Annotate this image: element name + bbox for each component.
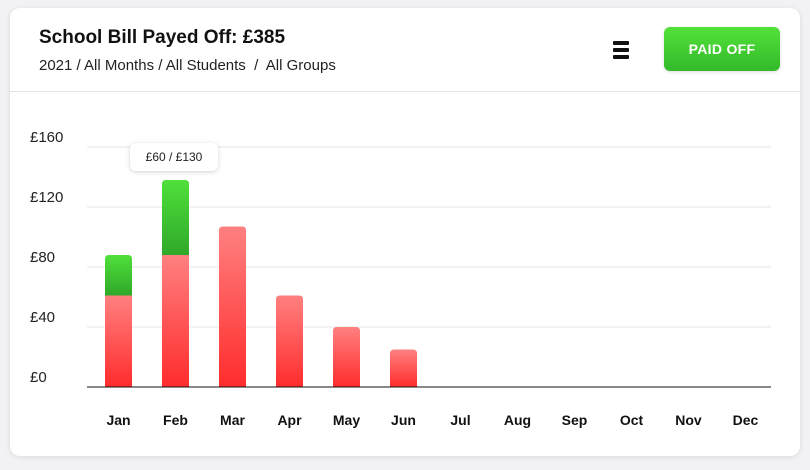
x-tick-label: Sep <box>562 412 588 428</box>
y-tick-label: £120 <box>30 189 63 206</box>
bar-chart: £0 £40 £80 £120 £160 Jan Feb Mar Apr May Jun Jul Aug… <box>30 129 771 428</box>
x-tick-label: Feb <box>163 412 188 428</box>
bar-unpaid <box>162 255 189 387</box>
x-tick-label: Jun <box>391 412 416 428</box>
x-tick-label: Jul <box>450 412 470 428</box>
paid-off-button[interactable]: PAID OFF <box>664 27 780 71</box>
y-tick-label: £80 <box>30 249 55 266</box>
x-tick-label: Apr <box>277 412 302 428</box>
y-tick-label: £0 <box>30 369 47 386</box>
y-tick-label: £160 <box>30 129 63 146</box>
bar-unpaid <box>333 327 360 387</box>
bar-tooltip: £60 / £130 <box>130 143 218 171</box>
bar-paid <box>105 255 132 296</box>
page-title: School Bill Payed Off: £385 <box>39 27 286 48</box>
x-tick-label: Mar <box>220 412 245 428</box>
bar-unpaid <box>276 295 303 387</box>
x-tick-label: Nov <box>675 412 702 428</box>
x-tick-label: Dec <box>733 412 759 428</box>
hamburger-menu-icon[interactable] <box>613 41 629 59</box>
x-tick-label: May <box>333 412 360 428</box>
bill-card: School Bill Payed Off: £385 2021 / All M… <box>10 8 800 456</box>
x-tick-label: Jan <box>106 412 130 428</box>
bar-unpaid <box>219 226 246 387</box>
bar-unpaid <box>390 349 417 387</box>
breadcrumb[interactable]: 2021 / All Months / All Students / All G… <box>39 57 336 74</box>
y-tick-label: £40 <box>30 309 55 326</box>
x-tick-label: Oct <box>620 412 644 428</box>
bar-unpaid <box>105 295 132 387</box>
bar-paid <box>162 180 189 255</box>
x-tick-label: Aug <box>504 412 531 428</box>
card-header: School Bill Payed Off: £385 2021 / All M… <box>10 8 800 92</box>
